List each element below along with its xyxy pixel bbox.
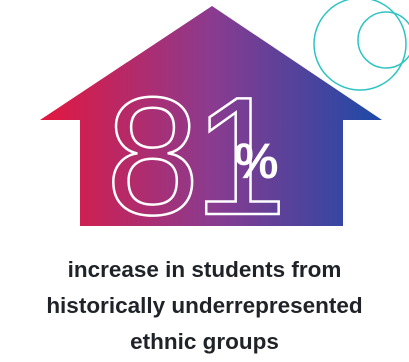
stat-number: 81 [106,62,281,240]
circle-outline-icon [357,11,409,69]
stat-caption: increase in students from historically u… [0,252,409,360]
house-arrow-icon [40,6,382,226]
stat-unit: % [234,133,278,189]
caption-line: increase in students from [67,257,342,282]
circle-outline-icon [313,0,407,91]
house-arrow-graphic: 81 % [40,0,409,240]
caption-line: historically underrepresented [46,293,363,318]
caption-line: ethnic groups [130,329,279,354]
